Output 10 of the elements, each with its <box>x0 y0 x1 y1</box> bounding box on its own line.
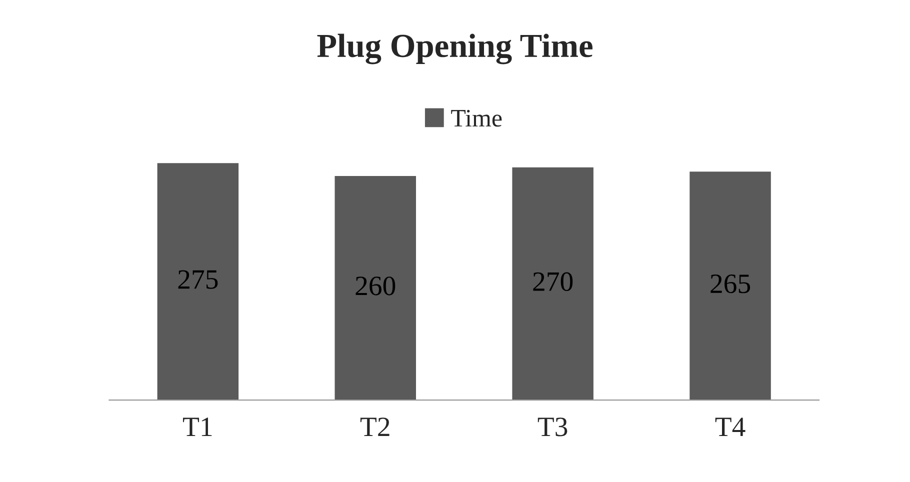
x-tick-label: T2 <box>360 418 390 436</box>
data-label: 265 <box>710 274 750 294</box>
data-label: 260 <box>356 276 396 296</box>
data-label: 270 <box>533 272 573 292</box>
data-label: 275 <box>178 270 218 289</box>
x-tick-label: T4 <box>715 418 746 436</box>
legend-label: Time <box>451 110 502 127</box>
chart-title: Plug Opening Time <box>317 34 592 64</box>
x-tick-label: T3 <box>538 418 568 436</box>
x-tick-label: T1 <box>183 418 212 436</box>
